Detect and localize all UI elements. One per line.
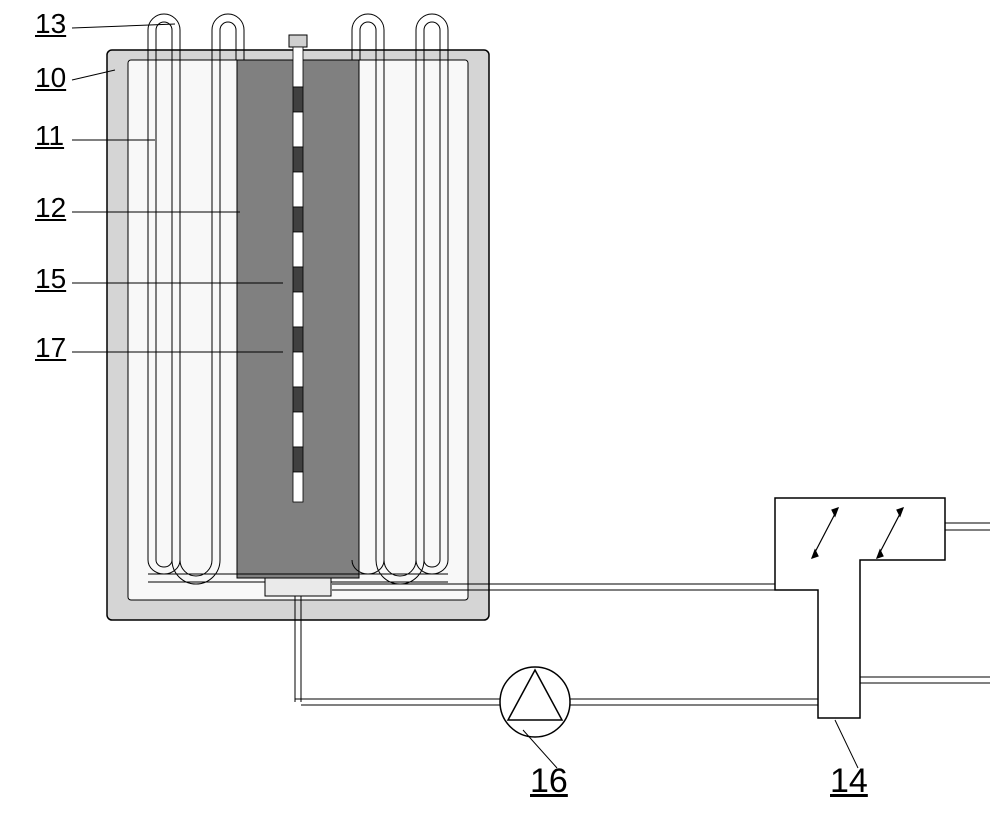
label-13: 13	[35, 8, 66, 40]
sensor-cap	[289, 35, 307, 47]
label-17: 17	[35, 332, 66, 364]
label-16: 16	[530, 762, 568, 801]
label-12: 12	[35, 192, 66, 224]
valve-box	[775, 498, 990, 718]
label-15: 15	[35, 263, 66, 295]
sensor-rod	[293, 47, 303, 502]
bottom-connector	[265, 578, 331, 596]
technical-diagram: 13 10 11 12 15 17 16 14	[0, 0, 1000, 834]
label-10: 10	[35, 62, 66, 94]
label-14: 14	[830, 762, 868, 801]
diagram-svg	[0, 0, 1000, 834]
label-11: 11	[35, 120, 64, 152]
pump	[500, 667, 570, 737]
